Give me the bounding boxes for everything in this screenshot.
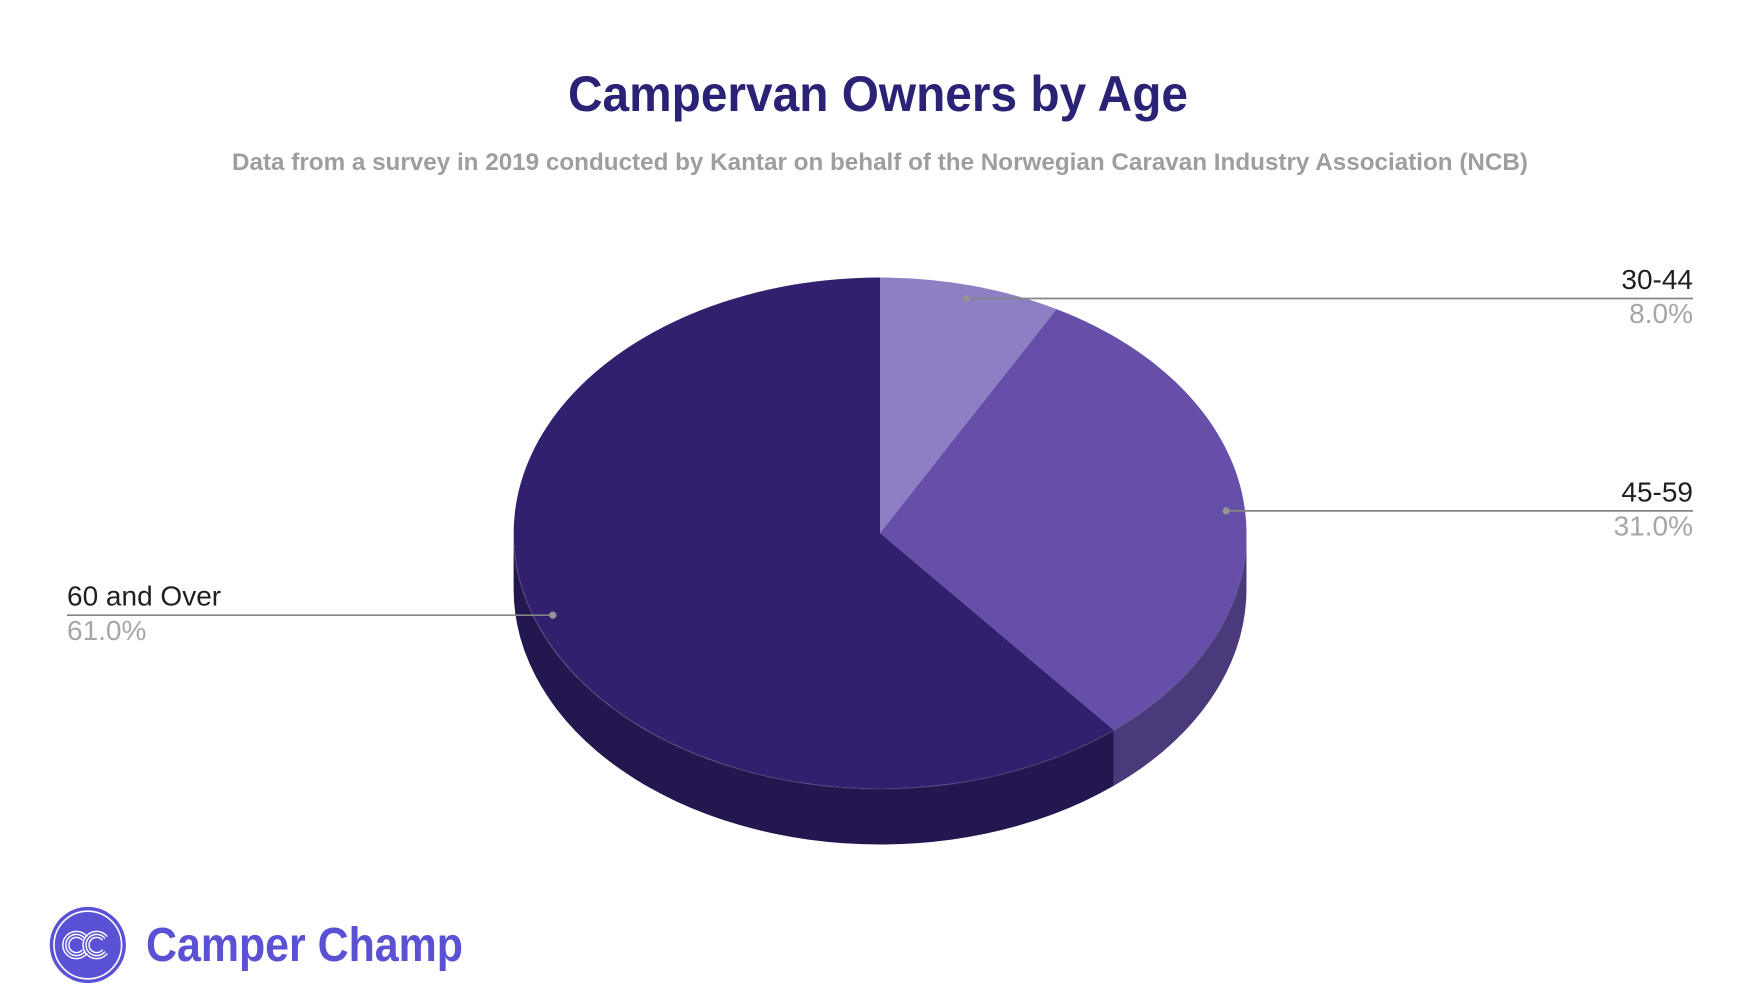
svg-text:60 and Over: 60 and Over <box>67 581 221 612</box>
svg-text:31.0%: 31.0% <box>1614 511 1693 542</box>
svg-text:Campervan Owners by Age: Campervan Owners by Age <box>568 66 1188 122</box>
svg-text:30-44: 30-44 <box>1621 264 1693 295</box>
svg-text:Camper Champ: Camper Champ <box>146 919 463 972</box>
svg-text:8.0%: 8.0% <box>1629 298 1693 329</box>
svg-text:Data from a survey in 2019 con: Data from a survey in 2019 conducted by … <box>232 149 1528 176</box>
svg-text:61.0%: 61.0% <box>67 615 146 646</box>
svg-text:45-59: 45-59 <box>1621 477 1693 508</box>
